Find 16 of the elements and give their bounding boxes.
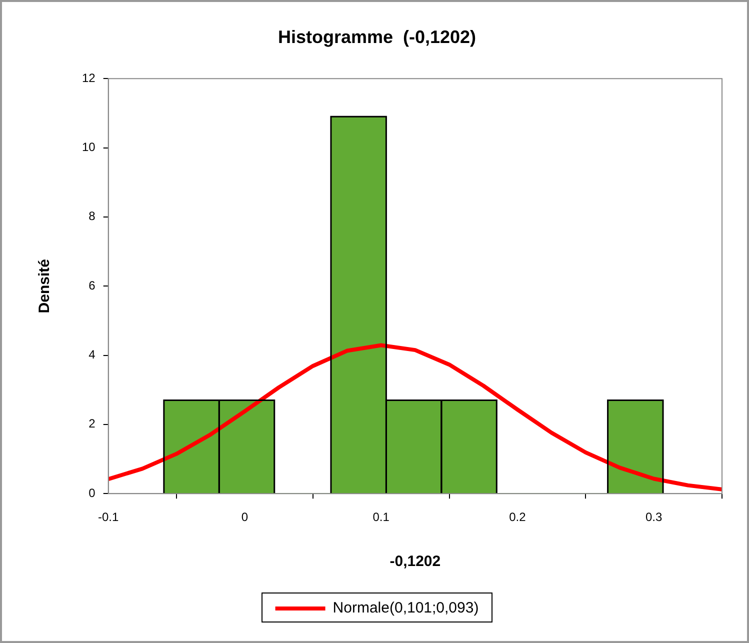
y-tick-label: 2 — [88, 416, 96, 431]
y-axis-title: Densité — [36, 259, 54, 314]
x-tick-label: 0.1 — [372, 510, 390, 524]
y-tick-label: 10 — [82, 140, 96, 154]
y-tick-label: 12 — [82, 70, 96, 85]
y-tick-label: 8 — [88, 209, 96, 224]
chart-title: Histogramme (-0,1202) — [278, 26, 476, 47]
legend-label: Normale(0,101;0,093) — [332, 600, 479, 617]
x-tick-label: 0.3 — [645, 510, 662, 524]
y-tick-label: 4 — [88, 348, 96, 362]
x-tick-label: 0 — [241, 510, 248, 524]
x-tick-label: -0.1 — [98, 510, 120, 524]
y-tick-label: 6 — [88, 278, 96, 292]
x-axis-title: -0,1202 — [390, 553, 441, 570]
x-tick-label: 0.2 — [509, 510, 526, 524]
y-tick-label: 0 — [88, 486, 96, 500]
